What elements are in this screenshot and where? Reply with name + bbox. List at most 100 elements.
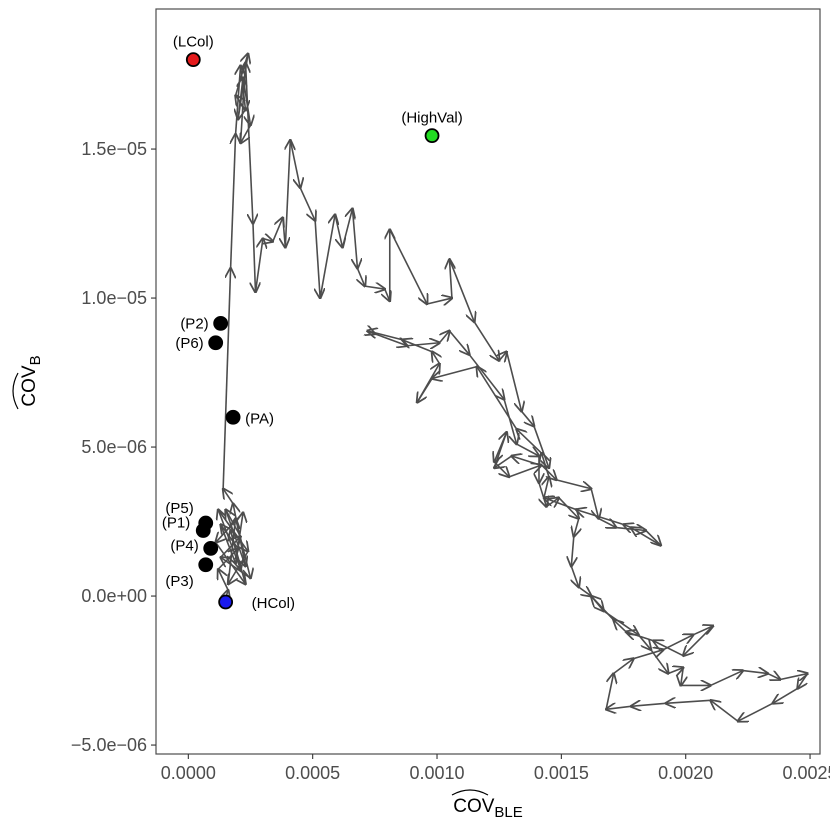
trajectory-segment <box>219 524 236 564</box>
trajectory-segment <box>385 288 390 301</box>
trajectory-segment <box>683 625 714 656</box>
y-axis-title-main: COV <box>19 365 40 407</box>
point-hcol <box>218 594 234 610</box>
y-tick-label: 1.0e−05 <box>81 288 147 308</box>
trajectory-segment <box>626 632 654 642</box>
trajectory-segment <box>218 510 242 570</box>
trajectory-segment <box>556 479 591 489</box>
x-tick-label: 0.0015 <box>534 763 589 783</box>
y-axis: −5.0e−06 0.0e+00 5.0e−06 1.0e−05 1.5e−05 <box>71 139 156 755</box>
trajectory-segment <box>407 343 439 346</box>
trajectory-segment <box>606 706 632 709</box>
trajectory-segment <box>614 620 627 633</box>
trajectory-segment <box>662 635 693 651</box>
trajectory-segment <box>613 659 634 675</box>
trajectory-segment <box>780 674 807 680</box>
trajectory-segment <box>341 209 353 248</box>
svg-text:COVB: COVB <box>19 355 44 406</box>
trajectory-segment <box>605 674 613 710</box>
point-label-p1: (P1) <box>162 515 190 532</box>
trajectory-segment <box>598 517 616 528</box>
trajectory-segment <box>432 352 439 365</box>
trajectory-segment <box>233 504 247 567</box>
point-highval <box>424 128 440 144</box>
trajectory-segment <box>653 641 684 657</box>
points-layer: (LCol) (HighVal) (P2) (P6) (PA) (P5)(P1) (P4) (… <box>162 34 463 612</box>
trajectory-segment <box>503 399 516 444</box>
trajectory-segment <box>710 671 743 687</box>
trajectory-segment <box>742 671 768 674</box>
trajectory-segment <box>738 702 774 721</box>
trajectory-segment <box>234 54 248 96</box>
point-p6 <box>208 335 224 351</box>
trajectory-segment <box>352 208 357 269</box>
point-label-p6: (P6) <box>175 335 203 352</box>
y-axis-hat <box>12 372 19 410</box>
trajectory-segment <box>631 528 662 547</box>
trajectory-segment <box>591 596 615 621</box>
x-tick-label: 0.0025 <box>783 763 830 783</box>
trajectory-segment <box>516 443 539 456</box>
trajectory-segment <box>681 667 683 686</box>
x-tick-label: 0.0020 <box>658 763 713 783</box>
trajectory-segment <box>517 429 543 454</box>
trajectory-segment <box>448 259 474 322</box>
trajectory-segment <box>505 351 522 412</box>
svg-text:COVBLE: COVBLE <box>453 796 523 821</box>
point-label-p5: (P5) <box>165 500 193 517</box>
trajectory-segment <box>227 519 235 585</box>
trajectory-segment <box>494 431 508 462</box>
point-lcol <box>185 52 201 68</box>
x-axis-hat <box>451 789 489 796</box>
point-p1 <box>195 523 211 538</box>
trajectory-segment <box>499 352 506 361</box>
trajectory-segment <box>692 626 713 636</box>
y-axis-title-sub: B <box>27 355 44 365</box>
trajectory-segment <box>218 569 229 591</box>
trajectory-layer <box>216 54 808 722</box>
trajectory-segment <box>389 229 427 304</box>
x-axis-title-sub: BLE <box>494 804 522 821</box>
point-label-p2: (P2) <box>180 315 208 332</box>
trajectory-segment <box>231 134 236 269</box>
trajectory-segment <box>220 536 241 558</box>
point-label-highval: (HighVal) <box>401 110 462 127</box>
y-tick-label: −5.0e−06 <box>71 735 147 755</box>
trajectory-segment <box>767 674 780 680</box>
trajectory-segment <box>221 557 251 579</box>
trajectory-segment <box>711 700 739 722</box>
trajectory-segment <box>254 238 262 293</box>
point-label-lcol: (LCol) <box>173 34 214 51</box>
trajectory-segment <box>244 62 253 224</box>
trajectory-segment <box>545 498 558 507</box>
point-p3 <box>198 557 214 573</box>
x-tick-label: 0.0010 <box>409 763 464 783</box>
trajectory-segment <box>798 673 809 689</box>
trajectory-segment <box>357 267 364 286</box>
y-axis-title: COVB <box>12 355 44 410</box>
trajectory-segment <box>508 465 541 478</box>
trajectory-segment <box>367 331 374 334</box>
y-tick-label: 0.0e+00 <box>81 586 147 606</box>
trajectory-segment <box>432 365 478 379</box>
trajectory-segment <box>315 220 320 298</box>
trajectory-segment <box>319 215 335 299</box>
trajectory-segment <box>541 453 550 478</box>
trajectory-segment <box>241 63 246 144</box>
trajectory-segment <box>544 477 549 498</box>
trajectory-segment <box>493 461 509 477</box>
trajectory-segment <box>571 565 578 587</box>
y-tick-label: 1.5e−05 <box>81 139 147 159</box>
trajectory-segment <box>426 298 452 304</box>
point-p2 <box>213 315 229 331</box>
trajectory-segment <box>448 330 469 355</box>
trajectory-segment <box>520 410 534 426</box>
y-tick-label: 5.0e−06 <box>81 437 147 457</box>
trajectory-segment <box>272 218 283 242</box>
trajectory-segment <box>222 268 230 489</box>
trajectory-segment <box>666 700 711 703</box>
point-pa <box>225 409 241 425</box>
trajectory-segment <box>633 650 663 660</box>
trajectory-segment <box>590 488 598 519</box>
